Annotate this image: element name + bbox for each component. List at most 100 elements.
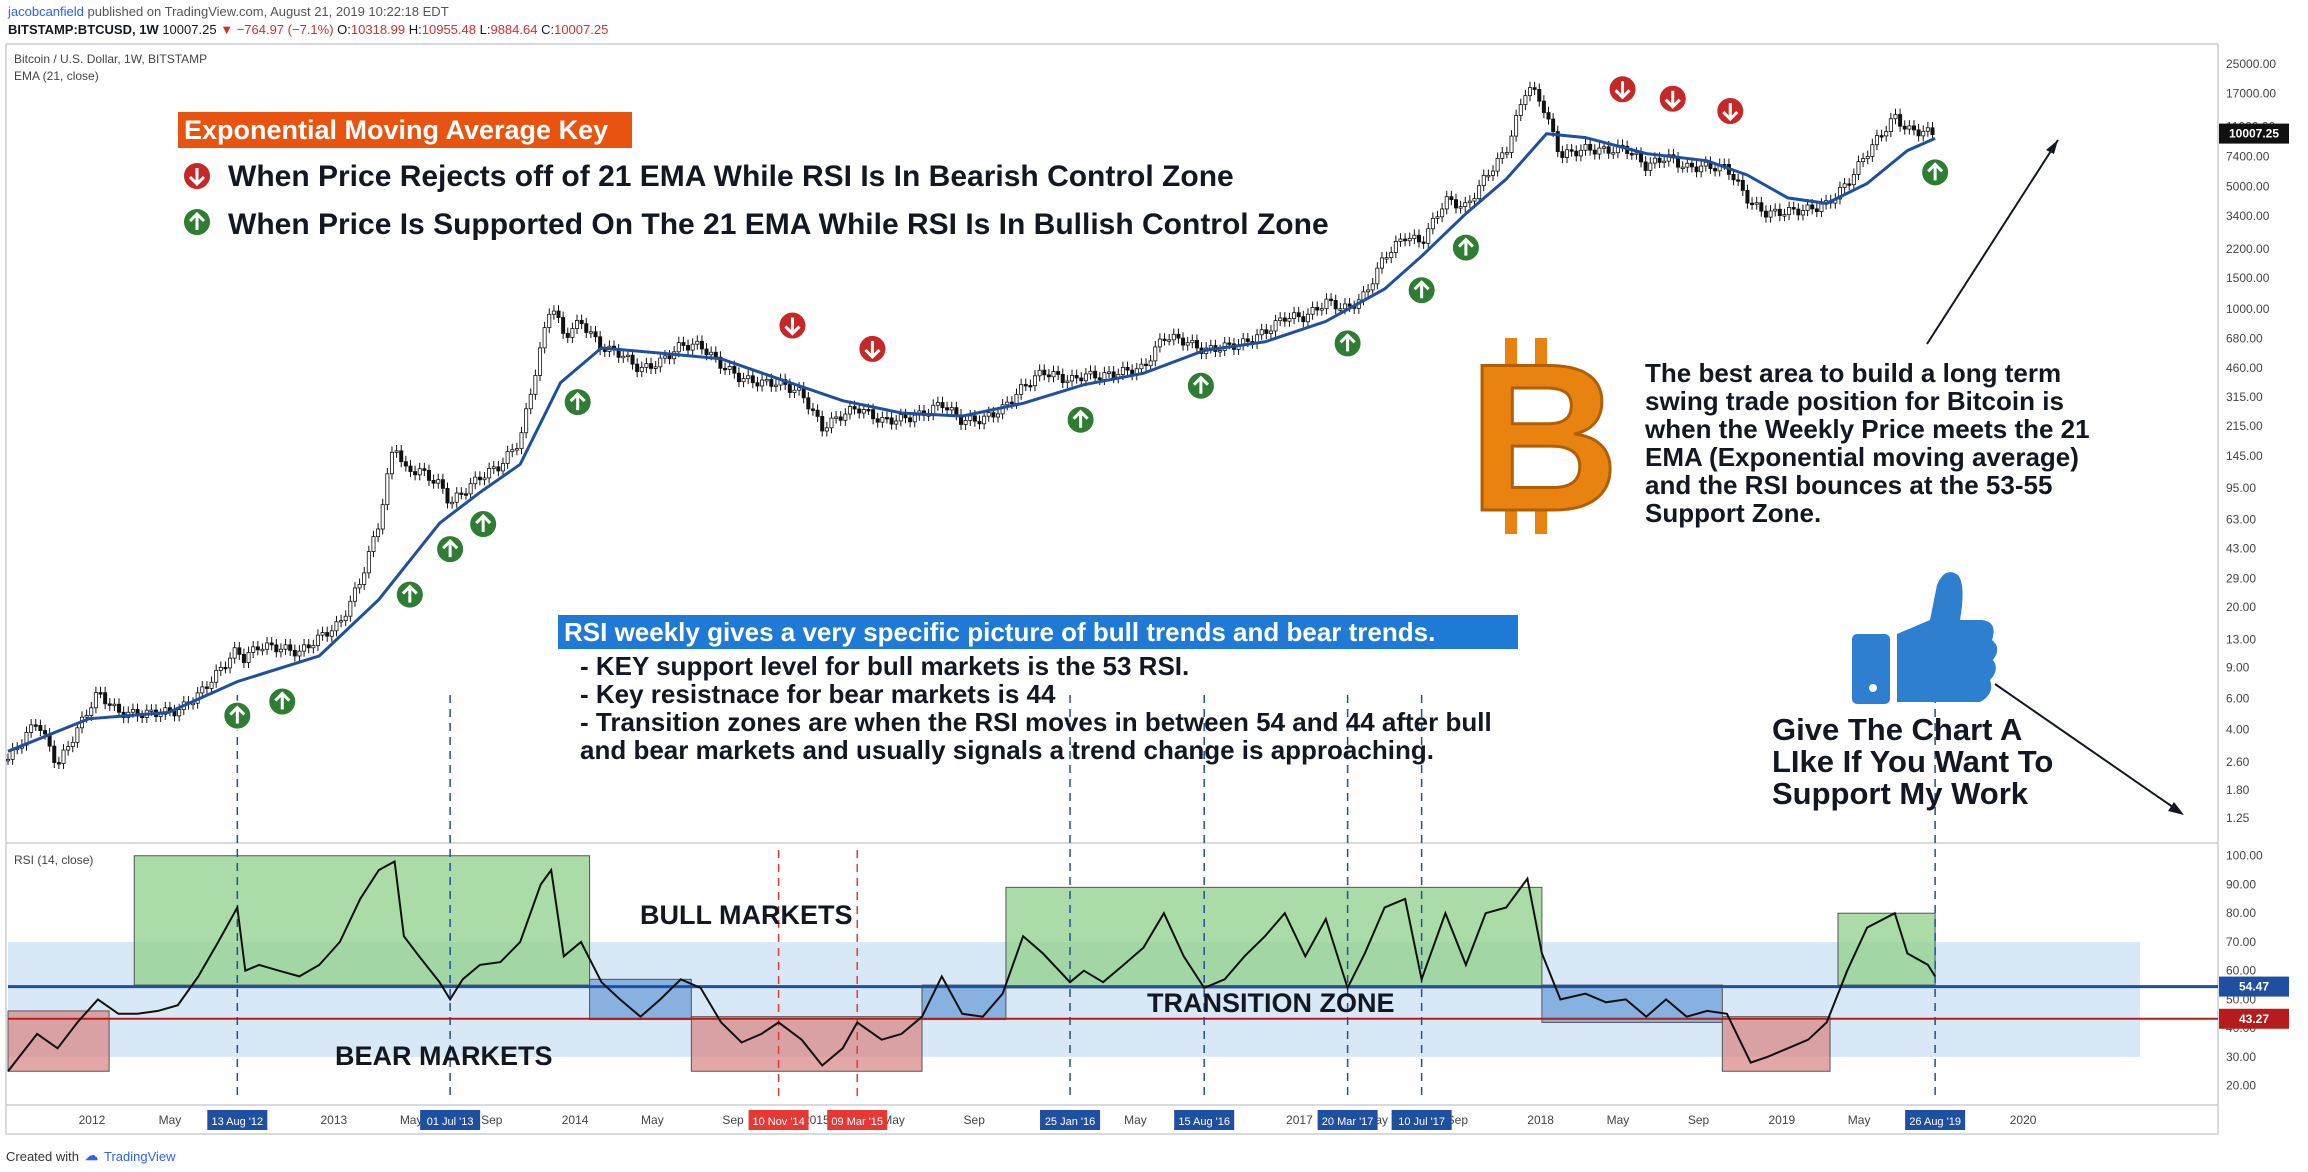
price-candle (1389, 246, 1394, 264)
publish-info: published on TradingView.com, August 21,… (87, 4, 449, 19)
candle-body (1264, 329, 1269, 334)
price-candle (394, 444, 399, 458)
rsi-tick-label: 30.00 (2226, 1050, 2256, 1064)
candle-body (385, 473, 390, 506)
tradingview-link[interactable]: TradingView (103, 1148, 176, 1164)
price-candle (228, 652, 233, 674)
candle-body (940, 402, 945, 409)
candle-body (1185, 342, 1190, 346)
price-axis[interactable]: 1.25 1.80 2.60 4.00 6.00 9.00 13.00 20.00 29.00 4… (2226, 57, 2276, 825)
price-candle (1319, 302, 1324, 316)
price-candle (533, 369, 538, 400)
candle-body (1925, 127, 1930, 132)
candle-body (875, 418, 880, 423)
candle-body (982, 415, 987, 425)
candle-body (1518, 104, 1523, 116)
candle-body (473, 476, 478, 485)
arrow-glyph (1072, 409, 1089, 428)
price-candle (403, 455, 408, 472)
price-candle (561, 311, 566, 339)
price-candle (1046, 368, 1051, 383)
candle-body (1412, 234, 1417, 239)
price-candle (191, 697, 196, 710)
price-candle (1847, 177, 1852, 191)
price-candle (47, 728, 52, 752)
rsi-series (7, 859, 1936, 1072)
price-candle (1416, 229, 1421, 248)
like-line-2: LIke If You Want To (1772, 744, 2053, 779)
price-candle (1555, 125, 1560, 158)
price-candle (454, 487, 459, 508)
price-candle (1514, 109, 1519, 142)
price-tick-label: 20.00 (2226, 600, 2256, 614)
price-candle (653, 361, 658, 374)
price-candle (1930, 121, 1935, 141)
candle-body (112, 703, 117, 707)
candle-body (524, 408, 529, 434)
rsi-axis[interactable]: 20.0030.0040.0050.0060.0070.0080.0090.00… (2226, 849, 2263, 1093)
price-candle (218, 661, 223, 676)
candle-body (1893, 114, 1898, 120)
price-candle (1898, 108, 1903, 132)
candle-body (681, 342, 686, 346)
close-value: 10007.25 (554, 22, 609, 37)
author-link[interactable]: jacobcanfield (8, 4, 84, 19)
price-candle (584, 317, 589, 338)
candle-body (1898, 114, 1903, 127)
price-candle (297, 645, 302, 662)
candle-body (1268, 330, 1273, 334)
candle-body (787, 384, 792, 393)
candle-body (1865, 156, 1870, 160)
candle-body (884, 417, 889, 420)
price-candle (1208, 339, 1213, 354)
price-candle (1366, 284, 1371, 298)
candle-body (1523, 95, 1528, 106)
low-value: 9884.64 (490, 22, 538, 37)
price-candle (1925, 121, 1930, 137)
price-candle (204, 681, 209, 694)
candle-body (575, 320, 580, 329)
candle-body (1509, 135, 1514, 153)
candle-body (1292, 312, 1297, 319)
ema-series (7, 132, 1936, 753)
candle-body (625, 354, 630, 358)
candle-body (1805, 204, 1810, 211)
price-tick-label: 680.00 (2226, 331, 2263, 345)
publish-line: jacobcanfield published on TradingView.c… (8, 4, 449, 19)
candle-body (1273, 320, 1278, 332)
candle-body (690, 343, 695, 351)
price-candle (1426, 222, 1431, 249)
candle-body (66, 746, 71, 751)
candle-body (403, 461, 408, 467)
candle-body (538, 347, 543, 376)
candle-body (1851, 174, 1856, 186)
candle-body (348, 600, 353, 617)
price-tick-label: 43.00 (2226, 542, 2256, 556)
ema-key-bull-text: When Price Is Supported On The 21 EMA Wh… (228, 208, 1329, 241)
price-candle (371, 530, 376, 558)
candle-body (237, 647, 242, 655)
rsi-zone-bear (690, 1016, 923, 1072)
price-candle (524, 402, 529, 439)
price-candle (1324, 293, 1329, 315)
price-candle (70, 736, 75, 753)
price-candle (1449, 190, 1454, 206)
price-candle (1745, 184, 1750, 209)
price-candle (1148, 355, 1153, 372)
candle-body (1777, 208, 1782, 217)
candle-body (163, 707, 168, 715)
price-candle (1305, 308, 1310, 328)
candle-body (810, 408, 815, 411)
price-candle (649, 357, 654, 374)
price-candle (551, 305, 556, 320)
candle-body (1819, 203, 1824, 213)
price-candle (431, 474, 436, 489)
high-label: H: (408, 22, 422, 37)
candle-body (334, 621, 339, 632)
time-axis[interactable]: 2012 May 2013 May Sep 2014 May Sep 2015 May Sep May… (79, 1110, 2037, 1130)
rsi-support-tag-bg (2219, 976, 2289, 997)
rsi-zone-bear (7, 1010, 110, 1072)
price-candle (251, 640, 256, 658)
candle-body (1791, 207, 1796, 210)
